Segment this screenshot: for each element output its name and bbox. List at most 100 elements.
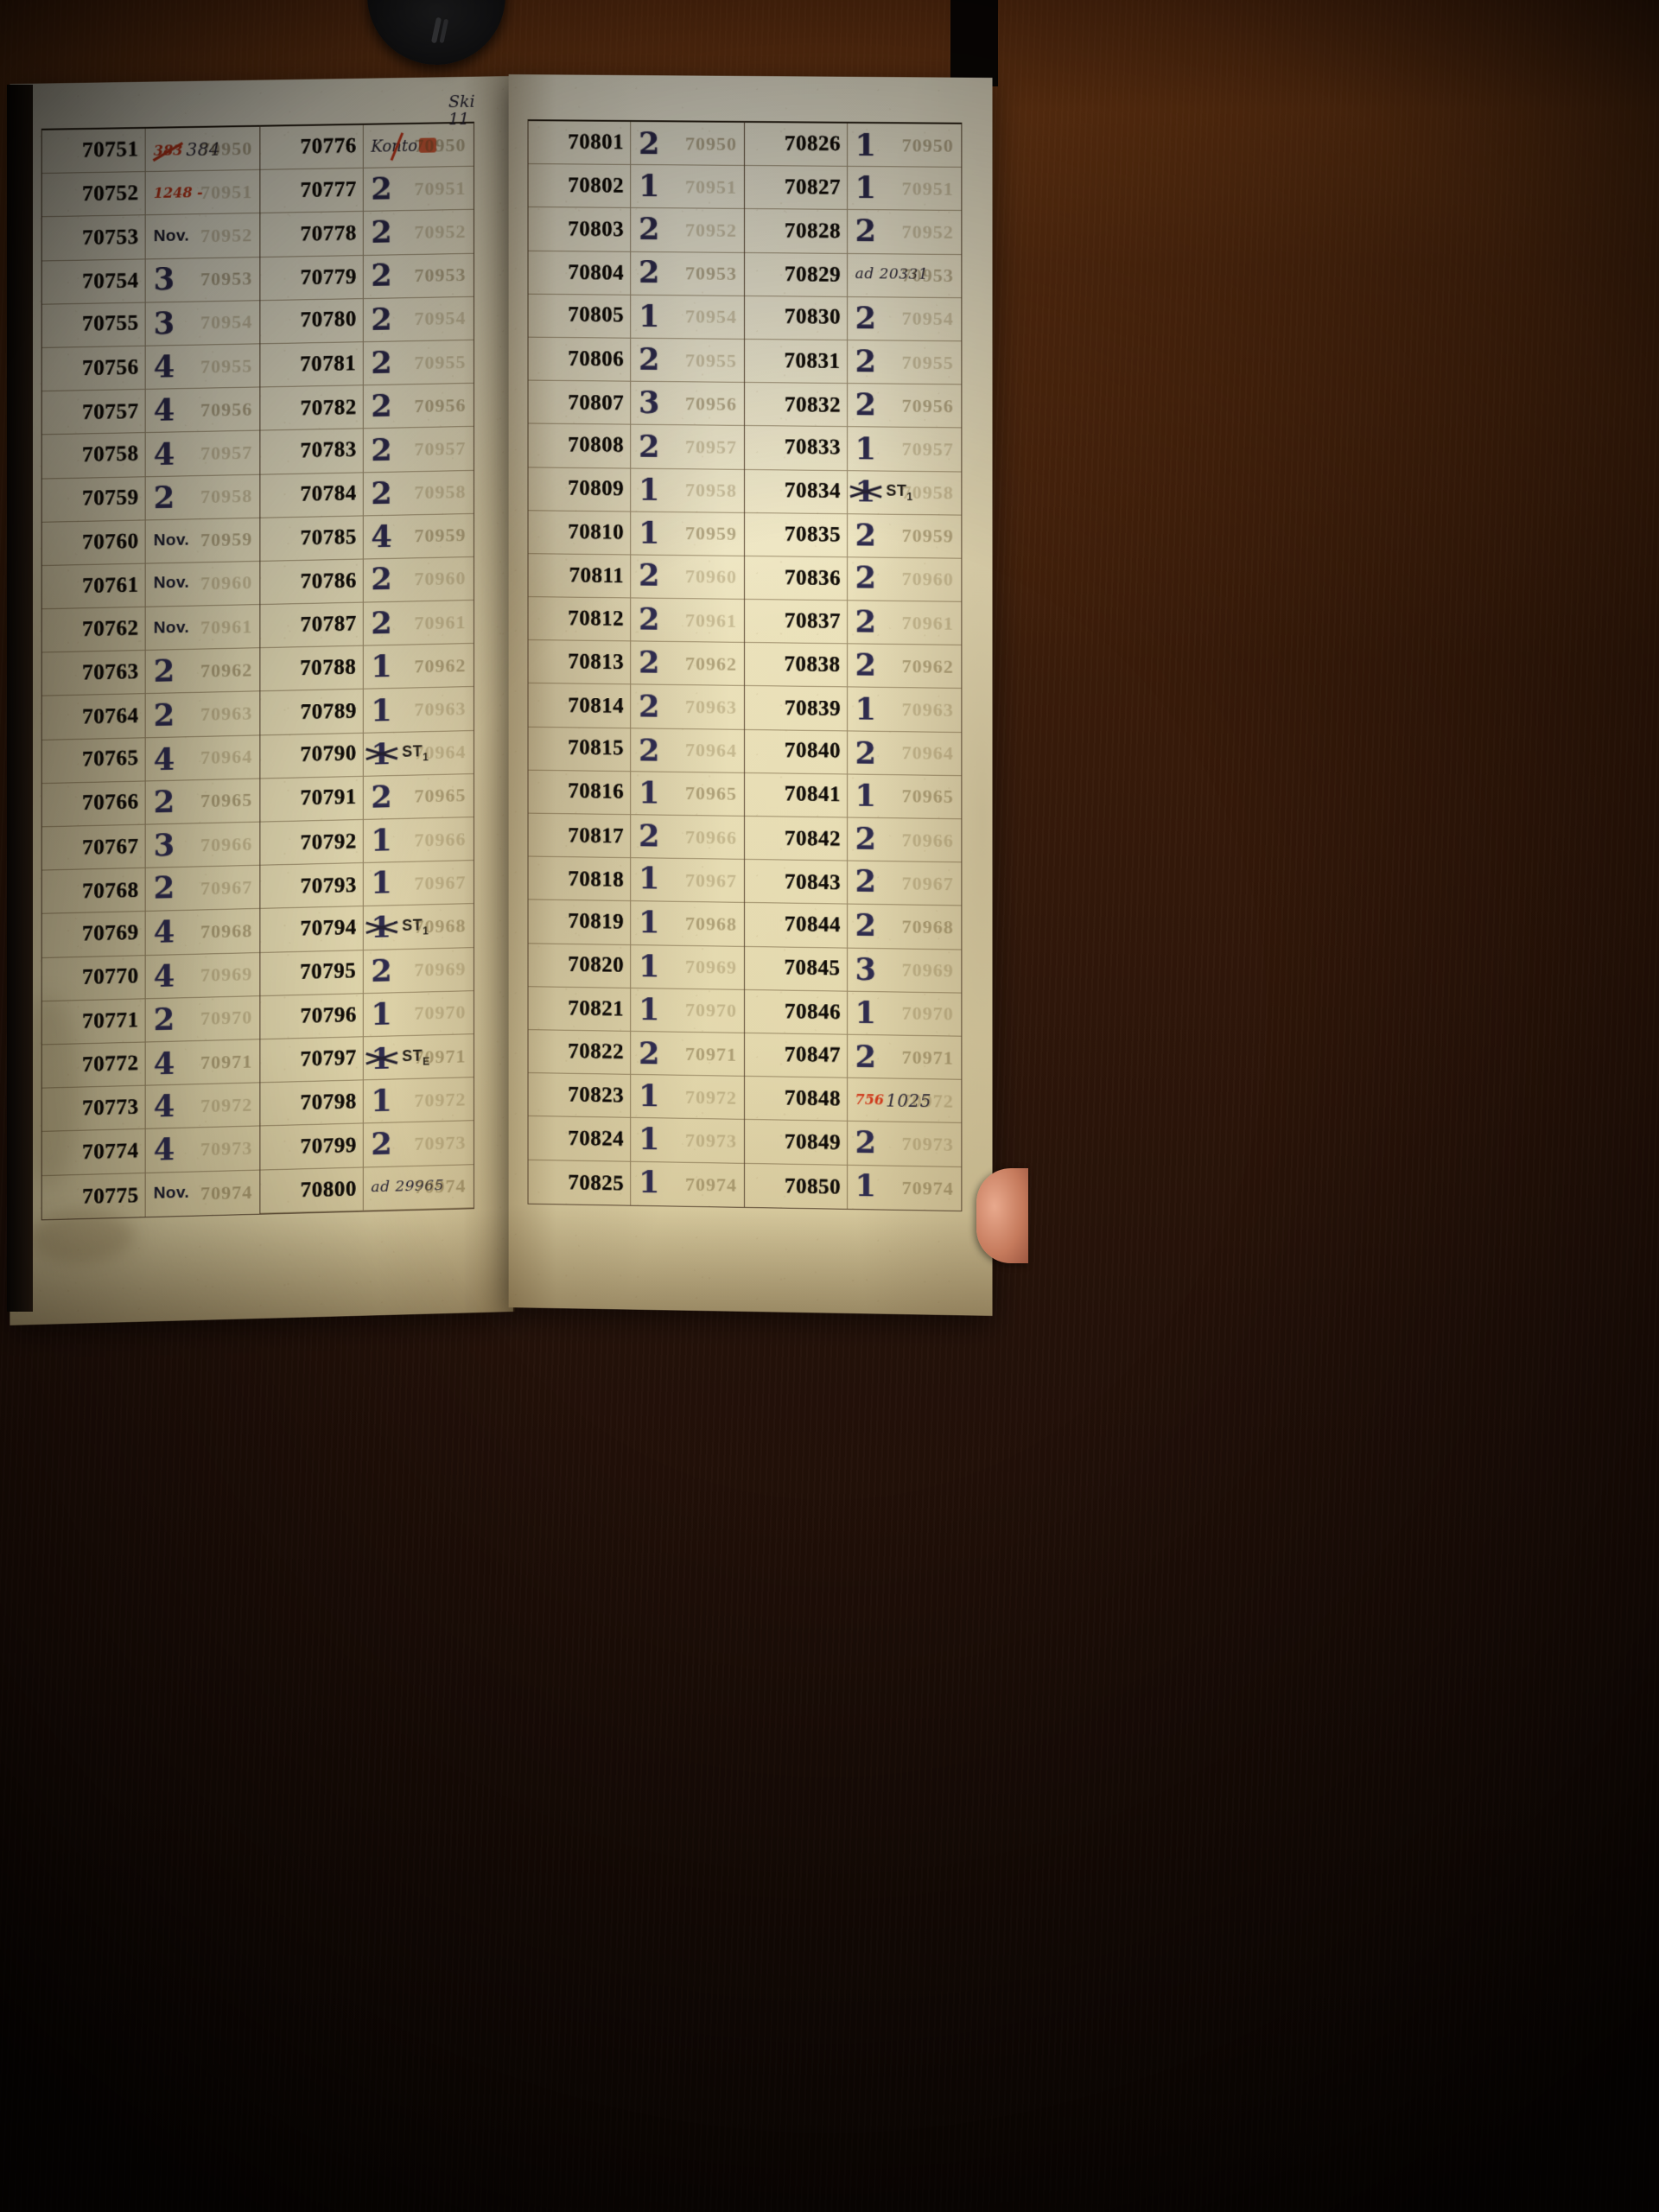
quantity-cell[interactable]: 2 70966	[630, 815, 745, 860]
quantity-cell[interactable]: 2 70956	[362, 383, 474, 429]
table-row[interactable]: 70813 2 70962	[528, 640, 745, 687]
quantity-cell[interactable]: 1 70957	[846, 427, 961, 472]
table-row[interactable]: 70751 383 384 70950	[41, 126, 260, 175]
table-row[interactable]: 70776 Konto 70950	[259, 123, 474, 171]
quantity-cell[interactable]: 4 70972	[144, 1083, 260, 1129]
quantity-cell[interactable]: 1 70972	[362, 1077, 474, 1123]
table-row[interactable]: 70784 2 70958	[259, 470, 474, 518]
table-row[interactable]: 70756 4 70955	[41, 344, 260, 392]
quantity-cell[interactable]: 2 70952	[362, 210, 474, 255]
table-row[interactable]: 70798 1 70972	[259, 1077, 474, 1127]
table-row[interactable]: 70838 2 70962	[744, 643, 961, 690]
table-row[interactable]: 70809 1 70958	[528, 467, 745, 513]
quantity-cell[interactable]: 1 70967	[362, 861, 474, 906]
quantity-cell[interactable]: 2 70961	[846, 601, 961, 645]
quantity-cell[interactable]: 2 70952	[630, 208, 745, 252]
quantity-cell[interactable]: 2 70955	[846, 340, 961, 385]
quantity-cell[interactable]: 2 70964	[630, 728, 745, 772]
table-row[interactable]: 70848 756 1025 70972	[744, 1077, 961, 1124]
table-row[interactable]: 70815 2 70964	[528, 727, 745, 773]
table-row[interactable]: 70841 1 70965	[744, 772, 961, 820]
table-row[interactable]: 70760 Nov. 70959	[41, 518, 260, 566]
quantity-cell[interactable]: 1 70951	[630, 165, 745, 209]
table-row[interactable]: 70833 1 70957	[744, 426, 961, 473]
quantity-cell[interactable]: 1 70966	[362, 817, 474, 863]
quantity-cell[interactable]: 2 70971	[630, 1031, 745, 1077]
table-row[interactable]: 70761 Nov. 70960	[41, 561, 260, 610]
table-row[interactable]: 70772 4 70971	[41, 1039, 260, 1089]
table-row[interactable]: 70805 1 70954	[528, 294, 745, 340]
table-row[interactable]: 70839 1 70963	[744, 686, 961, 733]
quantity-cell[interactable]: 1 70958	[630, 468, 745, 512]
table-row[interactable]: 70806 2 70955	[528, 337, 745, 384]
quantity-cell[interactable]: 2 70958	[144, 474, 260, 520]
table-row[interactable]: 70765 4 70964	[41, 735, 260, 784]
quantity-cell[interactable]: 4 70973	[144, 1126, 260, 1173]
table-row[interactable]: 70825 1 70974	[529, 1160, 745, 1207]
quantity-cell[interactable]: 3 70969	[846, 948, 961, 993]
table-row[interactable]: 70850 1 70974	[745, 1163, 961, 1211]
table-row[interactable]: 70826 1 70950	[744, 122, 961, 168]
table-row[interactable]: 70831 2 70955	[744, 339, 961, 385]
table-row[interactable]: 70799 2 70973	[259, 1121, 474, 1171]
table-row[interactable]: 70807 3 70956	[528, 380, 745, 427]
quantity-cell[interactable]: Nov. 70959	[144, 518, 260, 563]
quantity-cell[interactable]: 2 70960	[846, 557, 961, 601]
table-row[interactable]: 70779 2 70953	[259, 253, 474, 301]
quantity-cell[interactable]: 2 70955	[630, 338, 745, 383]
quantity-cell[interactable]: 2 70952	[846, 210, 961, 254]
quantity-cell[interactable]: 1 70962	[362, 644, 474, 690]
quantity-cell[interactable]: 3 70966	[144, 822, 260, 868]
quantity-cell[interactable]: 2 70961	[630, 598, 745, 643]
quantity-cell[interactable]: 2 70961	[362, 601, 474, 645]
quantity-cell[interactable]: 2 70958	[362, 470, 474, 516]
table-row[interactable]: 70764 2 70963	[41, 691, 260, 741]
table-row[interactable]: 70794 1 ST1 70968	[259, 904, 474, 953]
quantity-cell[interactable]: Nov. 70974	[144, 1170, 260, 1217]
table-row[interactable]: 70788 1 70962	[259, 644, 474, 692]
quantity-cell[interactable]: 2 70950	[630, 121, 745, 166]
table-row[interactable]: 70845 3 70969	[744, 946, 961, 994]
quantity-cell[interactable]: 2 70963	[144, 691, 260, 737]
table-row[interactable]: 70835 2 70959	[744, 512, 961, 559]
quantity-cell[interactable]: 1 70974	[846, 1165, 961, 1211]
quantity-cell[interactable]: 2 70951	[362, 166, 474, 212]
quantity-cell[interactable]: 3 70953	[144, 257, 260, 302]
table-row[interactable]: 70770 4 70969	[41, 952, 260, 1001]
quantity-cell[interactable]: 2 70967	[144, 865, 260, 912]
table-row[interactable]: 70795 2 70969	[259, 947, 474, 996]
table-row[interactable]: 70797 1 STE 70971	[259, 1034, 474, 1084]
quantity-cell[interactable]: 2 70953	[362, 253, 474, 298]
table-row[interactable]: 70792 1 70966	[259, 817, 474, 866]
quantity-cell[interactable]: 2 70964	[846, 731, 961, 775]
quantity-cell[interactable]: 2 70960	[630, 555, 745, 599]
quantity-cell[interactable]: 1 70950	[846, 123, 961, 168]
table-row[interactable]: 70810 1 70959	[528, 510, 745, 556]
quantity-cell[interactable]: 1 70954	[630, 295, 745, 339]
quantity-cell[interactable]: Nov. 70961	[144, 605, 260, 651]
table-row[interactable]: 70796 1 70970	[259, 990, 474, 1040]
table-row[interactable]: 70777 2 70951	[259, 166, 474, 214]
quantity-cell[interactable]: 2 70971	[846, 1034, 961, 1079]
quantity-cell[interactable]: 3 70954	[144, 300, 260, 346]
table-row[interactable]: 70790 1 ST1 70964	[259, 730, 474, 779]
table-row[interactable]: 70849 2 70973	[744, 1120, 961, 1167]
quantity-cell[interactable]: 1 70951	[846, 167, 961, 211]
table-row[interactable]: 70803 2 70952	[528, 207, 745, 253]
quantity-cell[interactable]: 2 70965	[362, 773, 474, 819]
quantity-cell[interactable]: 2 70962	[144, 648, 260, 694]
quantity-cell[interactable]: 1 ST1 70958	[846, 470, 961, 515]
quantity-cell[interactable]: 1 70970	[362, 990, 474, 1037]
quantity-cell[interactable]: 2 70970	[144, 995, 260, 1042]
table-row[interactable]: 70816 1 70965	[528, 770, 745, 817]
table-row[interactable]: 70791 2 70965	[259, 773, 474, 823]
quantity-cell[interactable]: 383 384 70950	[144, 126, 260, 172]
table-row[interactable]: 70755 3 70954	[41, 300, 260, 348]
quantity-cell[interactable]: 1 70970	[846, 991, 961, 1036]
table-row[interactable]: 70785 4 70959	[259, 513, 474, 562]
quantity-cell[interactable]: 1 70968	[630, 901, 745, 946]
table-row[interactable]: 70808 2 70957	[528, 423, 745, 470]
quantity-cell[interactable]: 3 70956	[630, 381, 745, 426]
quantity-cell[interactable]: 2 70973	[362, 1121, 474, 1167]
table-row[interactable]: 70767 3 70966	[41, 822, 260, 871]
